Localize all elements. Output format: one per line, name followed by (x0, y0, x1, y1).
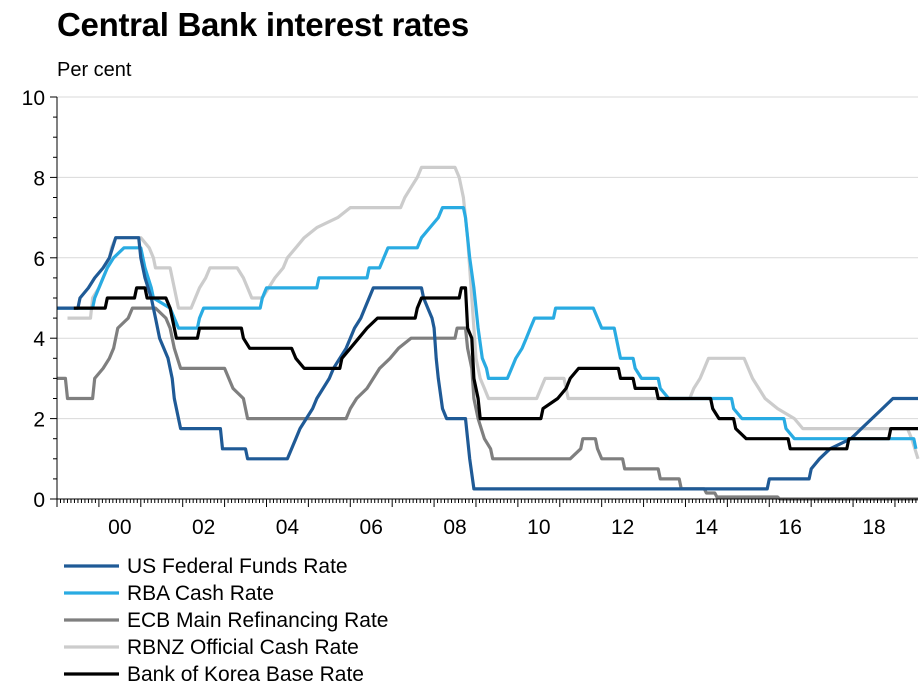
legend-label-0: US Federal Funds Rate (127, 555, 348, 578)
x-tick-label: 04 (276, 516, 300, 539)
series-line-4 (73, 286, 918, 451)
x-tick-label: 06 (360, 516, 383, 539)
y-tick-label: 2 (33, 409, 45, 432)
x-tick-label: 18 (862, 516, 885, 539)
y-tick-label: 4 (33, 328, 45, 351)
legend-label-3: RBNZ Official Cash Rate (127, 636, 359, 659)
x-tick-label: 08 (443, 516, 466, 539)
legend: US Federal Funds Rate RBA Cash Rate ECB Ma… (64, 555, 388, 686)
x-tick-label: 12 (611, 516, 634, 539)
y-tick-label: 10 (22, 87, 45, 110)
chart-title: Central Bank interest rates (57, 6, 469, 43)
series-line-1 (57, 306, 918, 501)
y-axis-unit-label: Per cent (57, 59, 132, 81)
y-tick-label: 0 (33, 489, 45, 512)
legend-label-1: RBA Cash Rate (127, 582, 274, 605)
x-tick-label: 10 (527, 516, 550, 539)
x-tick-label: 16 (779, 516, 802, 539)
x-tick-label: 14 (695, 516, 719, 539)
series-line-3 (57, 236, 918, 491)
series-lines (57, 165, 920, 501)
x-tick-label: 02 (192, 516, 215, 539)
legend-label-4: Bank of Korea Base Rate (127, 663, 364, 686)
y-tick-label: 6 (33, 248, 45, 271)
y-tick-label: 8 (33, 167, 45, 190)
legend-label-2: ECB Main Refinancing Rate (127, 609, 388, 632)
x-tick-label: 00 (108, 516, 131, 539)
series-line-0 (67, 165, 920, 460)
